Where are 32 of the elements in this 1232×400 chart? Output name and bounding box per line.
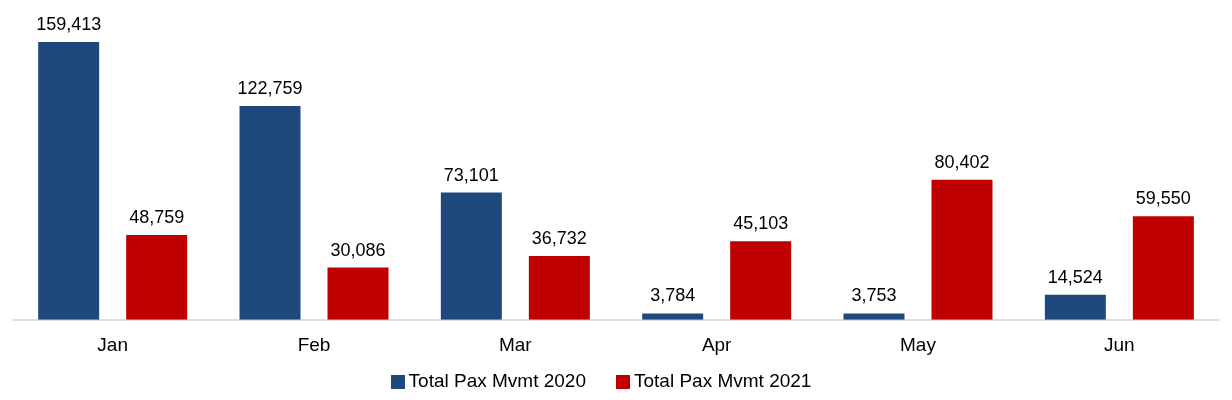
bar [327,267,389,320]
bar [440,192,502,320]
bar [931,179,993,320]
data-label: 73,101 [443,164,499,185]
data-label: 48,759 [129,206,185,227]
bar [642,313,704,320]
bar [1132,216,1194,320]
data-label: 30,086 [330,239,386,260]
x-tick-label: Jan [97,334,128,356]
data-label: 122,759 [237,77,303,98]
bar [528,255,590,320]
x-tick-label: Jun [1104,334,1135,356]
data-label: 3,753 [851,285,897,306]
bar [126,234,188,320]
legend-label: Total Pax Mvmt 2021 [634,370,812,391]
x-tick-label: Mar [498,334,533,356]
data-label: 59,550 [1135,188,1191,209]
bar [843,313,905,320]
data-label: 3,784 [650,285,696,306]
bar [38,42,100,320]
x-tick-label: Feb [297,334,331,356]
bar [1044,294,1106,320]
data-label: 159,413 [36,14,102,34]
legend-label: Total Pax Mvmt 2020 [408,370,586,391]
data-label: 36,732 [531,227,587,248]
bar [239,105,301,320]
bar [730,241,792,320]
x-tick-label: Apr [701,334,733,356]
data-label: 80,402 [934,151,990,172]
data-label: 45,103 [733,213,789,234]
data-label: 14,524 [1047,266,1103,287]
x-tick-label: May [900,334,937,356]
